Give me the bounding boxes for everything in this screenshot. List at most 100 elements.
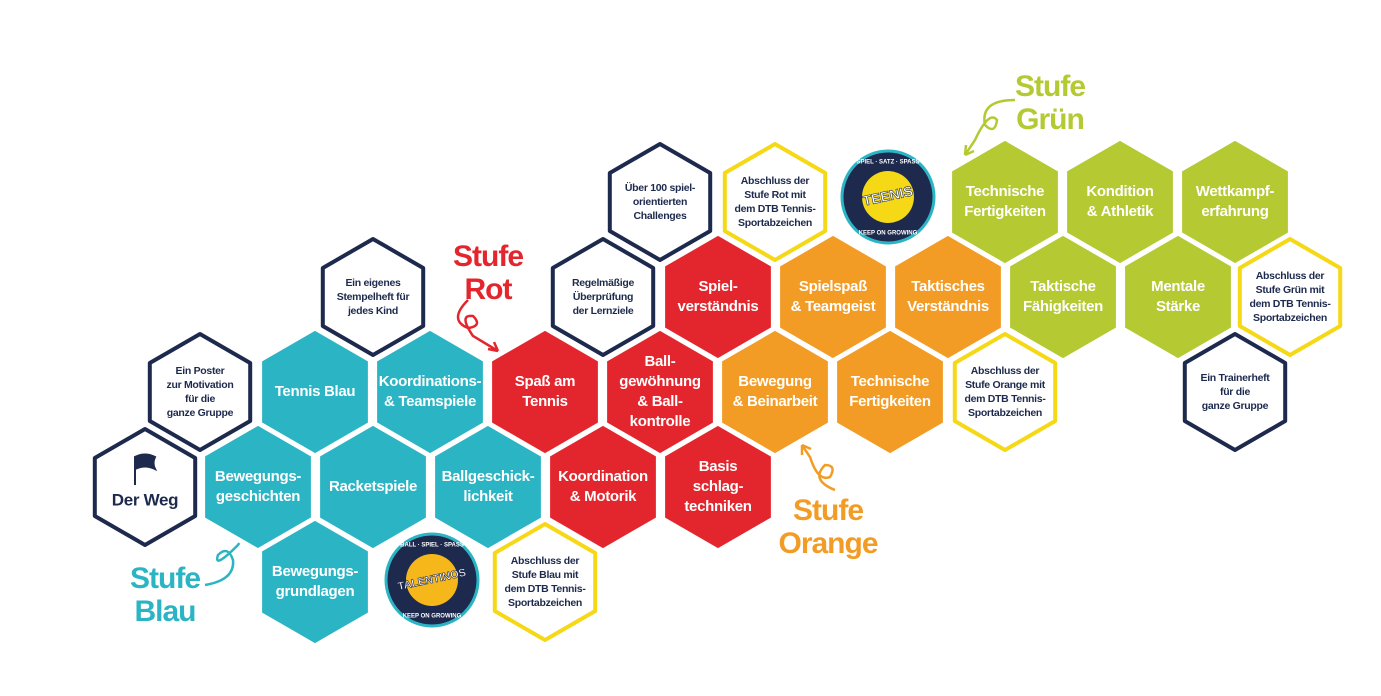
stage-label: Stufe bbox=[453, 240, 523, 273]
hex-label: gewöhnung bbox=[619, 373, 701, 390]
hex-label: Spielspaß bbox=[799, 278, 867, 295]
hex-label: Überprüfung bbox=[573, 290, 633, 303]
hex-label: für die bbox=[1220, 386, 1250, 398]
hex-label: Ballgeschick- bbox=[442, 468, 535, 485]
logo-ball bbox=[406, 554, 458, 606]
hex bbox=[487, 325, 603, 459]
flag-icon bbox=[134, 453, 158, 485]
hex bbox=[722, 142, 828, 262]
hex-label: verständnis bbox=[678, 298, 759, 315]
hex-label: ganze Gruppe bbox=[167, 407, 234, 419]
hex-label: Stärke bbox=[1156, 298, 1200, 315]
hex bbox=[1005, 230, 1121, 364]
hex-label: Racketspiele bbox=[329, 478, 417, 495]
hex-label: Sportabzeichen bbox=[1253, 312, 1327, 324]
hex-label: dem DTB Tennis- bbox=[504, 583, 586, 595]
hex-label: geschichten bbox=[216, 488, 300, 505]
hex-label: Kondition bbox=[1086, 183, 1153, 200]
logo-tagline: KEEP ON GROWING bbox=[859, 231, 918, 237]
hex bbox=[492, 522, 598, 642]
logo-motto: SPIEL · SATZ · SPASS bbox=[856, 160, 919, 166]
hex-label: jedes Kind bbox=[347, 305, 398, 317]
hex-label: Tennis bbox=[522, 393, 567, 410]
hex-label: kontrolle bbox=[630, 413, 691, 430]
hex-label: dem DTB Tennis- bbox=[964, 393, 1046, 405]
logo-motto: BALL · SPIEL · SPASS bbox=[400, 543, 464, 549]
hex-label: für die bbox=[185, 393, 215, 405]
hex-label: ganze Gruppe bbox=[1202, 400, 1269, 412]
hex bbox=[147, 332, 253, 452]
hex-label: Fertigkeiten bbox=[964, 203, 1046, 220]
hex-label: Fertigkeiten bbox=[849, 393, 931, 410]
hex bbox=[550, 237, 656, 357]
hex-label: & Athletik bbox=[1087, 203, 1154, 220]
hex-label: Ein Poster bbox=[176, 365, 225, 377]
hex-label: Technische bbox=[966, 183, 1044, 200]
hex-label: Stempelheft für bbox=[337, 291, 410, 303]
hex-label: Ein eigenes bbox=[345, 277, 401, 289]
stage-label: Stufe bbox=[130, 562, 200, 595]
hex-label: & Teamspiele bbox=[384, 393, 476, 410]
hex-label: Stufe Orange mit bbox=[965, 379, 1046, 391]
hex bbox=[315, 420, 431, 554]
hex-label: Fähigkeiten bbox=[1023, 298, 1103, 315]
hex-label: Sportabzeichen bbox=[738, 217, 812, 229]
hex-label: Mentale bbox=[1151, 278, 1205, 295]
hex-label: Koordinations- bbox=[379, 373, 482, 390]
hex-label: Stufe Grün mit bbox=[1256, 284, 1326, 296]
hex-label: & Teamgeist bbox=[791, 298, 876, 315]
hex-label: Taktisches bbox=[911, 278, 984, 295]
hex-label: Sportabzeichen bbox=[968, 407, 1042, 419]
stage-label: Blau bbox=[134, 595, 195, 628]
hex-label: Koordination bbox=[558, 468, 648, 485]
hex-label: orientierten bbox=[633, 196, 687, 208]
hex bbox=[257, 515, 373, 649]
hex-label: techniken bbox=[684, 498, 751, 515]
hex-label: Über 100 spiel- bbox=[625, 181, 696, 194]
logo-tagline: KEEP ON GROWING bbox=[403, 614, 462, 620]
hex-label: & Beinarbeit bbox=[733, 393, 818, 410]
hex bbox=[832, 325, 948, 459]
hex-label: Technische bbox=[851, 373, 929, 390]
hex-label: Spiel- bbox=[698, 278, 737, 295]
hex-label: Taktische bbox=[1030, 278, 1095, 295]
hex-label: Bewegungs- bbox=[215, 468, 301, 485]
hex-label: Tennis Blau bbox=[275, 383, 356, 400]
hex bbox=[1182, 332, 1288, 452]
stage-label: Stufe bbox=[793, 494, 863, 527]
logo-ball bbox=[862, 171, 914, 223]
hex-label: grundlagen bbox=[276, 583, 355, 600]
hex-label: zur Motivation bbox=[167, 379, 234, 391]
hex-label: Bewegung bbox=[738, 373, 812, 390]
hex-label: der Lernziele bbox=[573, 305, 634, 317]
hex-label: Abschluss der bbox=[1256, 270, 1325, 282]
hex bbox=[607, 142, 713, 262]
hex bbox=[1120, 230, 1236, 364]
hex-label: Challenges bbox=[633, 210, 686, 222]
stage-label: Rot bbox=[465, 273, 513, 306]
hex-label: Abschluss der bbox=[511, 555, 580, 567]
hex-label: Der Weg bbox=[112, 490, 179, 509]
hex bbox=[545, 420, 661, 554]
arrow-gruen bbox=[963, 98, 1016, 157]
hex-label: dem DTB Tennis- bbox=[734, 203, 816, 215]
hex-label: Wettkampf- bbox=[1196, 183, 1275, 200]
stage-label: Orange bbox=[778, 527, 877, 560]
hex bbox=[947, 135, 1063, 269]
hex-label: Verständnis bbox=[907, 298, 989, 315]
hex bbox=[1237, 237, 1343, 357]
hex bbox=[92, 427, 198, 547]
hex-label: Ein Trainerheft bbox=[1200, 372, 1270, 384]
hex-label: Regelmäßige bbox=[572, 277, 635, 289]
stage-label: Stufe bbox=[1015, 70, 1085, 103]
hex-label: Spaß am bbox=[515, 373, 575, 390]
hex-label: Abschluss der bbox=[971, 365, 1040, 377]
hex-label: Sportabzeichen bbox=[508, 597, 582, 609]
hex-label: erfahrung bbox=[1201, 203, 1268, 220]
hex-label: & Motorik bbox=[570, 488, 637, 505]
hex-grid: Der Weg Ein Poster zur Motivation für die ga… bbox=[92, 135, 1343, 649]
hex-label: & Ball- bbox=[637, 393, 683, 410]
